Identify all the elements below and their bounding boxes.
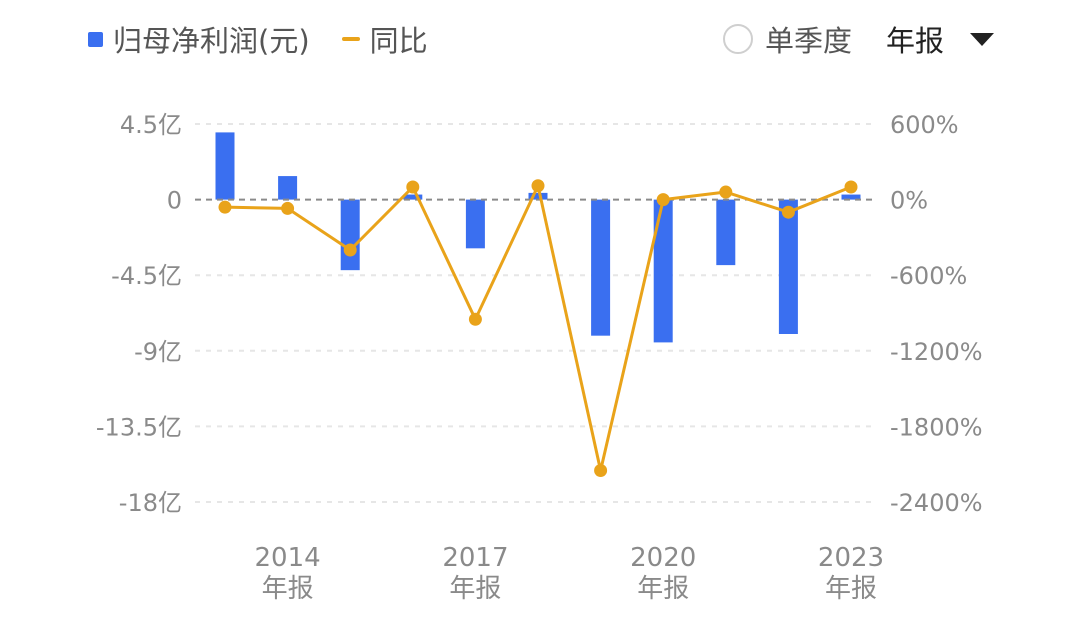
legend-item-net-profit[interactable]: 归母净利润(元) <box>88 18 310 60</box>
annual-report-label[interactable]: 年报 <box>885 24 944 58</box>
yoy-point <box>218 200 232 214</box>
dropdown-caret-icon[interactable] <box>970 32 994 46</box>
x-tick-period: 年报 <box>825 574 877 604</box>
line-series <box>218 179 858 477</box>
yoy-line <box>224 184 852 472</box>
y-right-tick-label: -2400% <box>890 489 983 517</box>
bar <box>716 199 736 266</box>
y-left-tick-label: 0 <box>167 187 182 215</box>
bar <box>215 132 235 200</box>
yoy-point <box>719 185 733 199</box>
axes: 4.5亿 0 -4.5亿 -9亿 -13.5亿 -18亿 600% 0% -600% -1200%… <box>96 111 983 604</box>
x-tick-period: 年报 <box>637 574 689 604</box>
bar <box>465 199 485 249</box>
yoy-point <box>343 243 357 257</box>
yoy-point <box>656 193 670 207</box>
yoy-point <box>844 180 858 194</box>
single-quarter-radio[interactable] <box>722 24 753 54</box>
bar <box>528 192 548 200</box>
y-left-tick-label: -13.5亿 <box>96 413 182 441</box>
x-tick-year: 2023 <box>818 543 884 573</box>
x-tick-period: 年报 <box>449 574 501 604</box>
y-right-tick-label: -1800% <box>890 413 983 441</box>
yoy-point <box>281 201 295 215</box>
line-swatch-icon <box>341 37 360 41</box>
y-right-tick-label: -1200% <box>890 338 983 366</box>
grid <box>195 123 875 503</box>
bar <box>778 199 798 334</box>
legend-label-net-profit: 归母净利润(元) <box>113 24 310 58</box>
x-tick-year: 2017 <box>442 543 508 573</box>
single-quarter-label[interactable]: 单季度 <box>764 24 852 58</box>
yoy-point <box>781 205 795 219</box>
yoy-point <box>468 312 482 326</box>
y-left-tick-label: -9亿 <box>134 338 182 366</box>
legend-label-yoy: 同比 <box>369 24 428 58</box>
yoy-point <box>406 180 420 194</box>
bar <box>403 194 423 200</box>
bar <box>653 199 673 343</box>
y-left-tick-label: -18亿 <box>119 489 182 517</box>
yoy-point <box>594 464 608 477</box>
x-tick-period: 年报 <box>262 574 314 604</box>
y-right-tick-label: -600% <box>890 262 967 290</box>
legend: 归母净利润(元) 同比 <box>88 18 460 60</box>
y-left-tick-label: 4.5亿 <box>120 111 182 139</box>
y-left-tick-label: -4.5亿 <box>111 262 182 290</box>
x-tick-year: 2014 <box>255 543 321 573</box>
bar-series <box>215 132 861 343</box>
y-right-tick-label: 600% <box>890 111 959 139</box>
period-controls: 单季度 年报 <box>722 18 994 60</box>
x-tick-year: 2020 <box>630 543 696 573</box>
bar <box>340 199 360 271</box>
bar <box>841 194 861 200</box>
bar <box>278 176 298 200</box>
legend-item-yoy[interactable]: 同比 <box>341 18 428 60</box>
bar-swatch-icon <box>88 31 103 47</box>
yoy-point <box>531 179 545 193</box>
y-right-tick-label: 0% <box>890 187 928 215</box>
bar <box>591 199 611 336</box>
